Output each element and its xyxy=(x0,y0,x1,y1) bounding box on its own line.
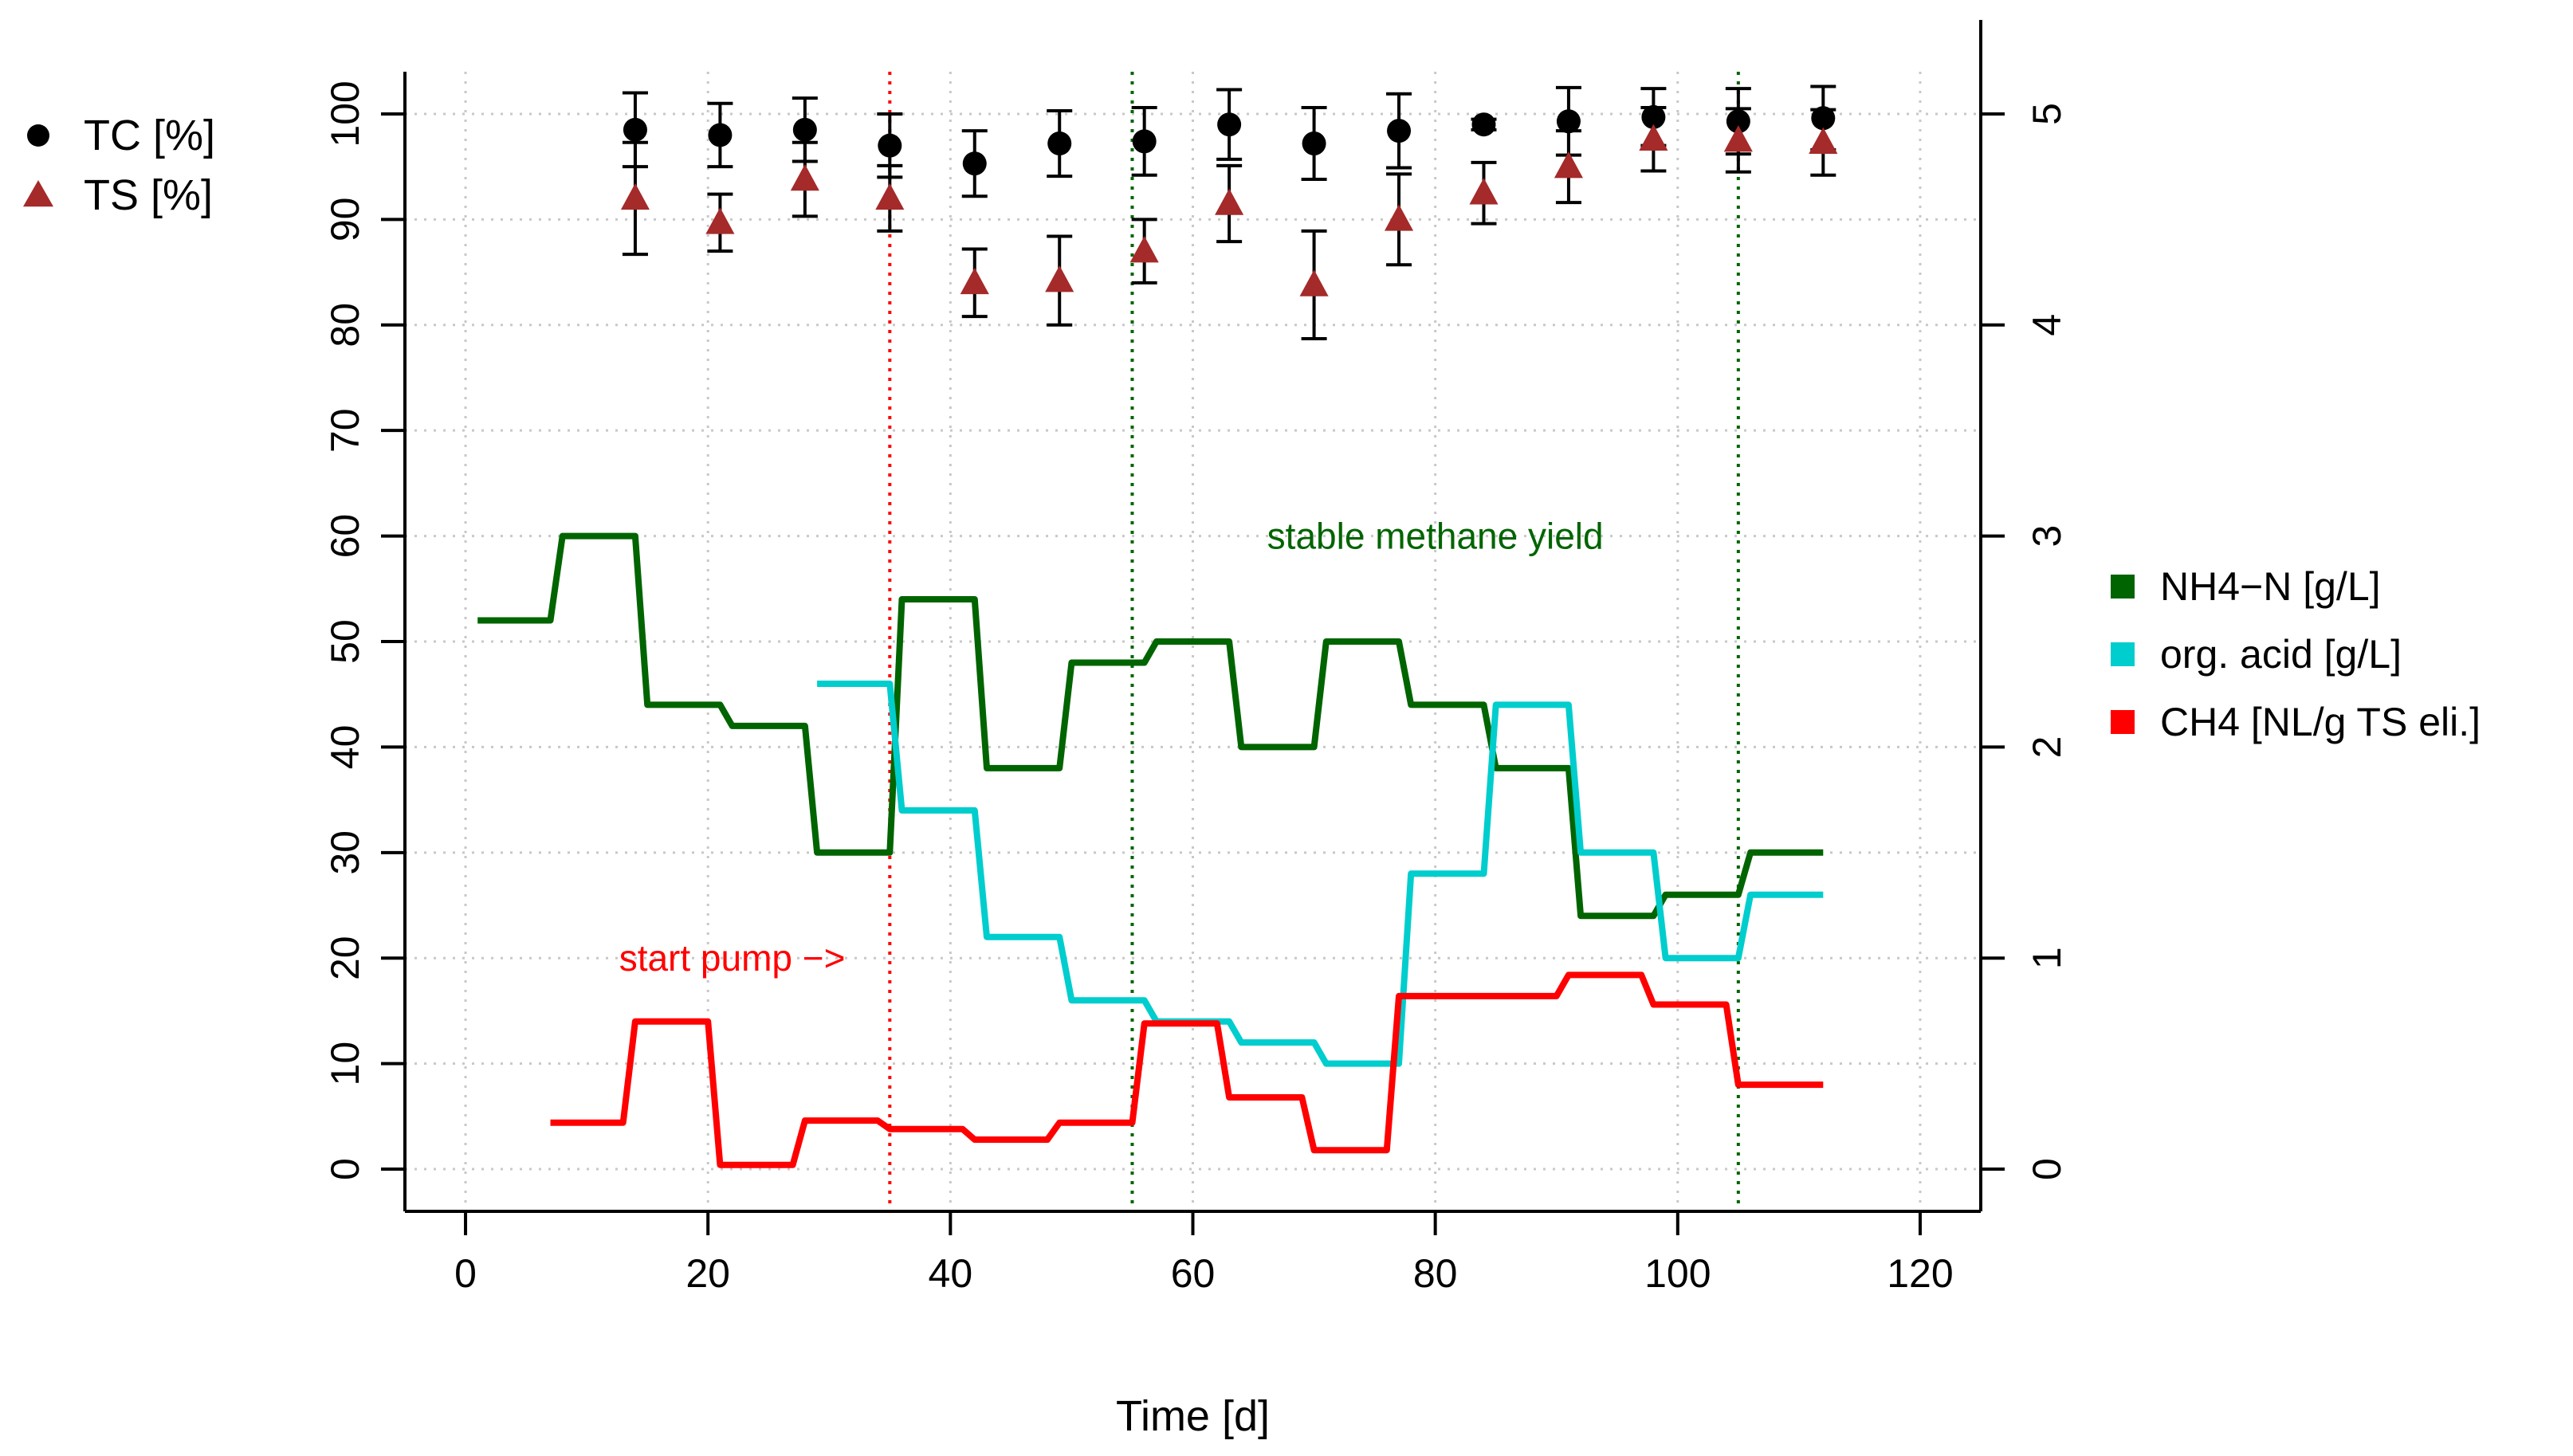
left-tick-label: 70 xyxy=(323,408,367,453)
legend-swatch xyxy=(2111,710,2135,734)
plot-series xyxy=(477,84,1838,1168)
data-point-ts xyxy=(620,182,650,210)
data-point-tc xyxy=(1302,131,1326,156)
data-point-ts xyxy=(1384,204,1414,231)
data-point-ts xyxy=(790,164,819,191)
data-point-tc xyxy=(1047,131,1072,156)
x-tick-label: 120 xyxy=(1887,1251,1953,1296)
x-tick-label: 40 xyxy=(929,1251,973,1296)
annotation-text: stable methane yield xyxy=(1267,516,1604,557)
right-tick-label: 2 xyxy=(2025,736,2069,759)
x-tick-label: 0 xyxy=(454,1251,477,1296)
legends: TC [%] TS [%] NH4−N [g/L] org. acid [g/L] CH… xyxy=(23,112,2481,744)
data-point-ts xyxy=(1554,151,1583,179)
data-point-ts xyxy=(875,182,905,210)
legend-label: TC [%] xyxy=(84,112,215,159)
data-point-ts xyxy=(1469,178,1499,205)
data-point-tc xyxy=(1387,119,1412,143)
left-tick-label: 100 xyxy=(323,80,367,147)
annotation-text: start pump −> xyxy=(619,937,846,979)
left-tick-label: 90 xyxy=(323,198,367,242)
legend-swatch xyxy=(2111,642,2135,666)
left-tick-label: 30 xyxy=(323,830,367,875)
reference-lines xyxy=(888,72,1740,1211)
data-point-tc xyxy=(708,123,733,147)
data-point-tc xyxy=(1471,112,1496,137)
data-point-ts xyxy=(1723,125,1753,152)
left-tick-label: 0 xyxy=(323,1158,367,1180)
right-tick-label: 3 xyxy=(2025,525,2069,547)
legend-marker-ts xyxy=(23,180,53,207)
x-tick-label: 80 xyxy=(1413,1251,1458,1296)
data-point-ts xyxy=(1129,236,1159,263)
right-tick-label: 4 xyxy=(2025,314,2069,336)
data-point-ts xyxy=(1215,188,1244,215)
data-point-tc xyxy=(1132,129,1157,154)
data-point-ts xyxy=(960,267,989,295)
data-point-tc xyxy=(1217,112,1242,137)
left-tick-label: 20 xyxy=(323,936,367,980)
data-point-ts xyxy=(705,207,735,234)
legend-label: TS [%] xyxy=(84,171,213,219)
data-point-ts xyxy=(1639,124,1668,151)
legend-swatch xyxy=(2111,575,2135,598)
right-tick-label: 1 xyxy=(2025,947,2069,969)
step-series-line-0 xyxy=(477,532,1824,920)
data-point-tc xyxy=(878,133,902,158)
annotations: stable methane yield start pump −> xyxy=(619,516,1604,979)
x-axis-label: Time [d] xyxy=(1116,1392,1270,1440)
x-tick-label: 60 xyxy=(1171,1251,1216,1296)
data-point-ts xyxy=(1299,269,1329,296)
legend-label: org. acid [g/L] xyxy=(2160,632,2402,677)
legend-label: CH4 [NL/g TS eli.] xyxy=(2160,700,2481,744)
x-tick-label: 100 xyxy=(1644,1251,1711,1296)
step-series-line-1 xyxy=(817,681,1824,1067)
data-point-ts xyxy=(1045,265,1074,292)
data-point-tc xyxy=(1556,109,1581,134)
legend-marker-tc xyxy=(27,124,49,147)
data-point-tc xyxy=(623,117,647,142)
step-series-line-2 xyxy=(550,971,1824,1168)
left-tick-label: 10 xyxy=(323,1042,367,1086)
data-point-tc xyxy=(962,151,987,176)
left-tick-label: 40 xyxy=(323,725,367,770)
legend-label: NH4−N [g/L] xyxy=(2160,564,2381,609)
left-tick-label: 60 xyxy=(323,514,367,559)
data-point-ts xyxy=(1809,127,1838,154)
left-tick-label: 50 xyxy=(323,619,367,664)
right-tick-label: 5 xyxy=(2025,103,2069,125)
right-tick-label: 0 xyxy=(2025,1158,2069,1180)
left-tick-label: 80 xyxy=(323,303,367,347)
x-tick-label: 20 xyxy=(685,1251,730,1296)
data-point-tc xyxy=(792,117,817,142)
